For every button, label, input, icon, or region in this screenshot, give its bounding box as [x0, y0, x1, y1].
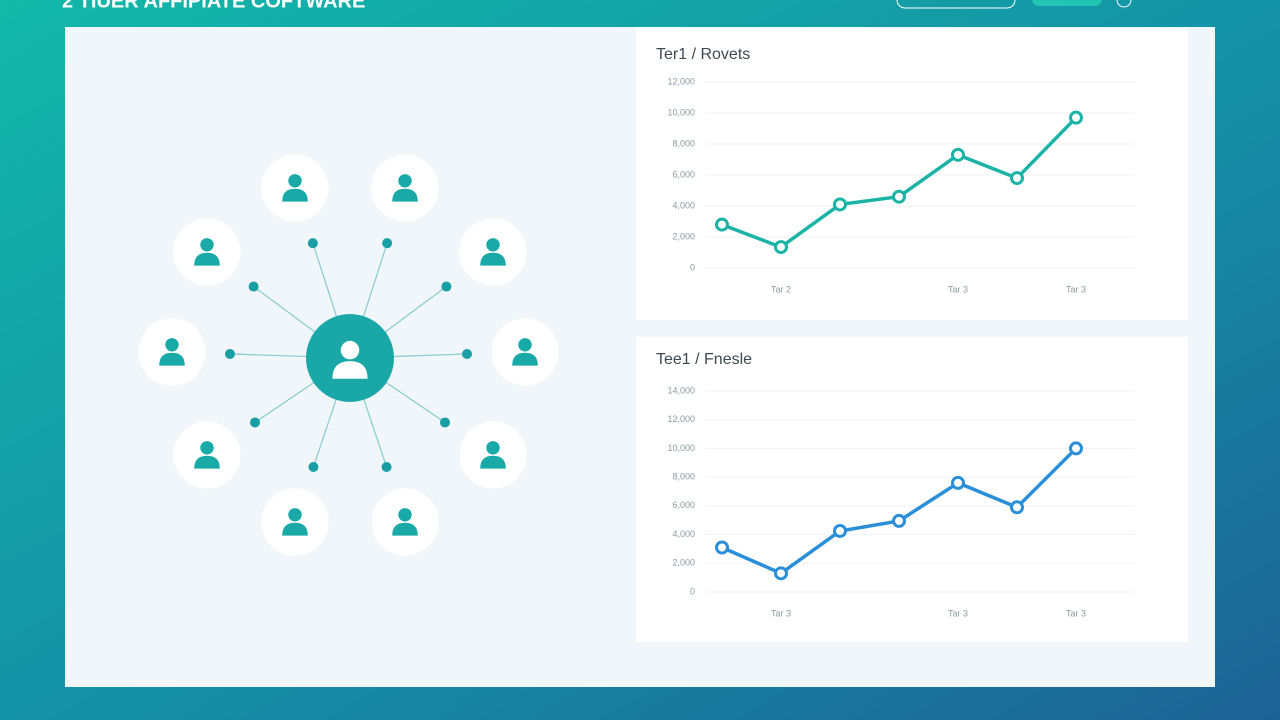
y-tick-label: 0 [690, 262, 695, 272]
header-button[interactable] [1032, 0, 1102, 6]
data-point [715, 540, 729, 555]
header-button[interactable] [896, 0, 1016, 9]
node-bg [261, 488, 329, 556]
person-body [159, 352, 185, 366]
person-body [282, 522, 308, 536]
chart-title: Ter1 / Rovets [656, 46, 750, 63]
y-tick-label: 2,000 [672, 231, 695, 241]
person-body [194, 252, 220, 266]
data-point [1010, 171, 1024, 186]
person-body [194, 455, 220, 469]
person-body [392, 522, 418, 536]
node-bg [261, 154, 329, 222]
node-bg [173, 218, 241, 286]
connector-dot [307, 238, 318, 249]
y-tick-label: 8,000 [672, 472, 695, 482]
person-body [282, 188, 308, 202]
y-tick-label: 2,000 [672, 558, 695, 568]
chart-title: Tee1 / Fnesle [656, 351, 752, 368]
y-tick-label: 4,000 [672, 529, 695, 539]
connector-dot [462, 348, 473, 359]
data-point [715, 217, 729, 232]
app-title: 2 TIUER AFFIPIATE COFTWARE [62, 0, 365, 12]
data-point [833, 197, 847, 212]
network-diagram [138, 154, 559, 556]
person-head [200, 441, 214, 455]
connector-dot [382, 238, 393, 249]
node-bg [173, 421, 241, 489]
y-tick-label: 12,000 [667, 414, 695, 424]
person-head [486, 441, 500, 455]
x-tick-label: Tar 3 [771, 608, 791, 618]
y-tick-label: 14,000 [667, 385, 695, 395]
node-bg [138, 318, 206, 386]
node-bg [371, 154, 439, 222]
connector-dot [224, 348, 235, 359]
person-head [288, 174, 302, 188]
chart-card [636, 28, 1188, 320]
data-point [1010, 500, 1024, 515]
person-head [486, 238, 500, 252]
connector-dot [248, 281, 259, 292]
y-tick-label: 8,000 [672, 138, 695, 148]
x-tick-label: Tar 3 [1066, 284, 1086, 294]
person-body [392, 188, 418, 202]
person-head [398, 174, 412, 188]
person-head [165, 338, 179, 352]
connector-dot [441, 281, 452, 292]
data-point [833, 523, 847, 538]
data-point [951, 147, 965, 162]
node-bg [459, 421, 527, 489]
y-tick-label: 10,000 [667, 443, 695, 453]
y-tick-label: 10,000 [667, 107, 695, 117]
data-point [892, 189, 906, 204]
connector-dot [308, 462, 319, 473]
y-tick-label: 6,000 [672, 500, 695, 510]
data-point [892, 513, 906, 528]
connector-dot [440, 417, 451, 428]
data-point [1069, 441, 1083, 456]
x-tick-label: Tar 3 [948, 284, 968, 294]
person-body [480, 455, 506, 469]
connector-dot [249, 417, 260, 428]
x-tick-label: Tar 3 [1066, 608, 1086, 618]
data-point [1069, 110, 1083, 125]
person-head [288, 508, 302, 522]
person-head [340, 340, 360, 360]
y-tick-label: 0 [690, 586, 695, 596]
y-tick-label: 6,000 [672, 169, 695, 179]
header-icon[interactable] [1116, 0, 1132, 8]
x-tick-label: Tar 2 [771, 284, 791, 294]
chart-card [636, 337, 1188, 642]
y-tick-label: 4,000 [672, 200, 695, 210]
node-bg [371, 488, 439, 556]
person-body [512, 352, 538, 366]
data-point [774, 566, 788, 581]
data-point [774, 240, 788, 255]
person-head [398, 508, 412, 522]
node-bg [459, 218, 527, 286]
connector-dot [381, 462, 392, 473]
y-tick-label: 12,000 [667, 76, 695, 86]
person-body [480, 252, 506, 266]
person-head [200, 238, 214, 252]
node-bg [491, 318, 559, 386]
person-head [518, 338, 532, 352]
data-point [951, 475, 965, 490]
person-body [332, 361, 368, 379]
x-tick-label: Tar 3 [948, 608, 968, 618]
